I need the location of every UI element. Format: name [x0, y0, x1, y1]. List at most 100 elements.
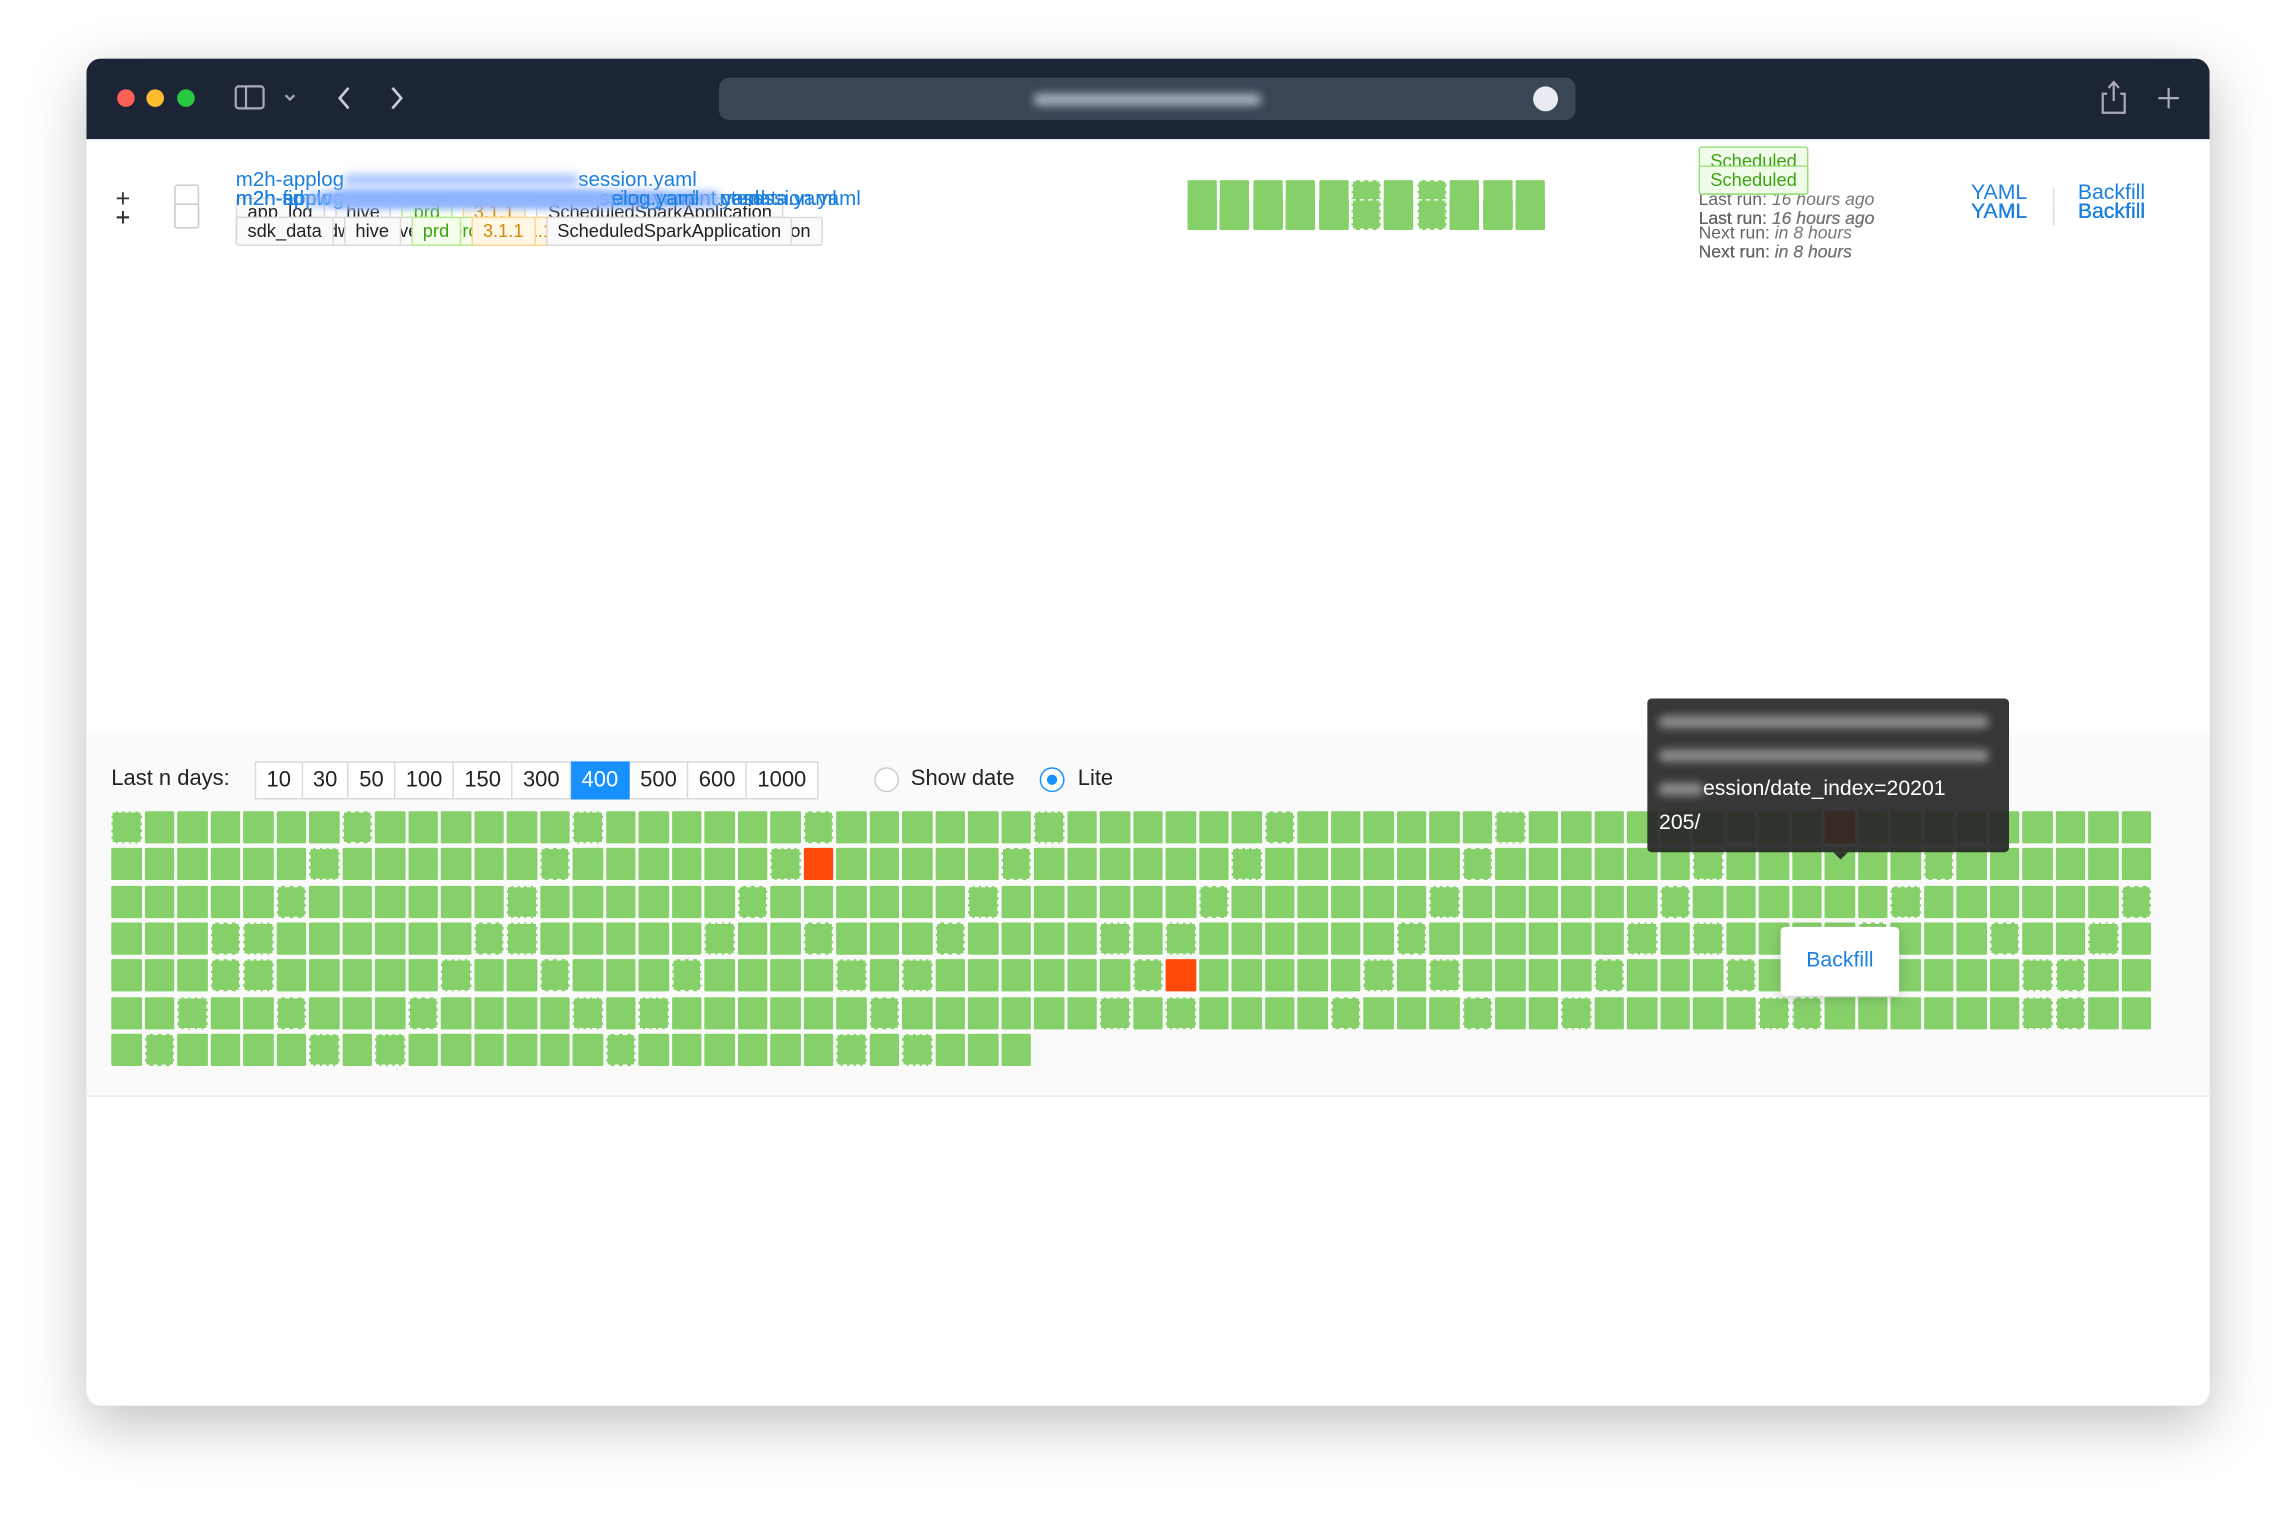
- history-cell[interactable]: [1166, 959, 1196, 991]
- history-cell[interactable]: [1594, 885, 1624, 917]
- history-cell[interactable]: [671, 885, 701, 917]
- history-cell[interactable]: [309, 1033, 339, 1065]
- history-cell[interactable]: [375, 922, 405, 954]
- history-cell[interactable]: [573, 959, 603, 991]
- history-cell[interactable]: [1297, 811, 1327, 843]
- history-cell[interactable]: [1989, 885, 2019, 917]
- history-cell[interactable]: [111, 811, 141, 843]
- history-cell[interactable]: [1231, 959, 1261, 991]
- history-cell[interactable]: [605, 885, 635, 917]
- history-cell[interactable]: [342, 885, 372, 917]
- history-cell[interactable]: [342, 811, 372, 843]
- history-cell[interactable]: [902, 848, 932, 880]
- checkbox[interactable]: [174, 204, 199, 229]
- history-cell[interactable]: [1199, 848, 1229, 880]
- history-cell[interactable]: [1067, 885, 1097, 917]
- history-cell[interactable]: [605, 811, 635, 843]
- history-cell[interactable]: [309, 922, 339, 954]
- history-cell[interactable]: [1264, 996, 1294, 1028]
- history-cell[interactable]: [210, 922, 240, 954]
- history-cell[interactable]: [243, 959, 273, 991]
- expand-button[interactable]: +: [116, 204, 131, 233]
- history-cell[interactable]: [474, 959, 504, 991]
- history-cell[interactable]: [2022, 996, 2052, 1028]
- history-cell[interactable]: [1199, 811, 1229, 843]
- history-cell[interactable]: [144, 811, 174, 843]
- history-cell[interactable]: [770, 959, 800, 991]
- more-button[interactable]: [1533, 86, 1558, 111]
- history-cell[interactable]: [1495, 959, 1525, 991]
- history-cell[interactable]: [1627, 922, 1657, 954]
- history-cell[interactable]: [1660, 885, 1690, 917]
- history-cell[interactable]: [408, 885, 438, 917]
- history-cell[interactable]: [1264, 922, 1294, 954]
- history-cell[interactable]: [2121, 959, 2151, 991]
- minimize-button[interactable]: [146, 89, 164, 107]
- history-cell[interactable]: [1495, 922, 1525, 954]
- history-cell[interactable]: [1100, 922, 1130, 954]
- history-cell[interactable]: [540, 885, 570, 917]
- history-cell[interactable]: [2088, 922, 2118, 954]
- history-cell[interactable]: [177, 811, 207, 843]
- history-cell[interactable]: [177, 1033, 207, 1065]
- history-cell[interactable]: [2121, 848, 2151, 880]
- history-cell[interactable]: [935, 885, 965, 917]
- history-cell[interactable]: [1594, 959, 1624, 991]
- history-cell[interactable]: [704, 848, 734, 880]
- close-button[interactable]: [117, 89, 135, 107]
- history-cell[interactable]: [902, 922, 932, 954]
- history-cell[interactable]: [1067, 811, 1097, 843]
- history-cell[interactable]: [1693, 959, 1723, 991]
- history-cell[interactable]: [1528, 922, 1558, 954]
- history-cell[interactable]: [770, 811, 800, 843]
- history-cell[interactable]: [474, 1033, 504, 1065]
- history-cell[interactable]: [1989, 848, 2019, 880]
- history-cell[interactable]: [1067, 959, 1097, 991]
- history-cell[interactable]: [1067, 922, 1097, 954]
- history-cell[interactable]: [1001, 922, 1031, 954]
- history-cell[interactable]: [210, 1033, 240, 1065]
- toolbar-right[interactable]: [2100, 79, 2188, 117]
- history-cell[interactable]: [1726, 848, 1756, 880]
- history-cell[interactable]: [1726, 959, 1756, 991]
- history-cell[interactable]: [276, 1033, 306, 1065]
- history-cell[interactable]: [177, 959, 207, 991]
- history-cell[interactable]: [1528, 848, 1558, 880]
- history-cell[interactable]: [408, 959, 438, 991]
- history-cell[interactable]: [1396, 885, 1426, 917]
- history-cell[interactable]: [737, 922, 767, 954]
- history-cell[interactable]: [803, 811, 833, 843]
- history-cell[interactable]: [1693, 996, 1723, 1028]
- history-cell[interactable]: [1264, 885, 1294, 917]
- history-cell[interactable]: [1001, 885, 1031, 917]
- history-cell[interactable]: [1890, 885, 1920, 917]
- history-cell[interactable]: [1363, 885, 1393, 917]
- history-cell[interactable]: [573, 996, 603, 1028]
- history-cell[interactable]: [671, 922, 701, 954]
- history-cell[interactable]: [1264, 848, 1294, 880]
- history-cell[interactable]: [1231, 885, 1261, 917]
- history-cell[interactable]: [836, 848, 866, 880]
- history-cell[interactable]: [441, 885, 471, 917]
- history-cell[interactable]: [1528, 959, 1558, 991]
- history-cell[interactable]: [1396, 848, 1426, 880]
- history-cell[interactable]: [309, 996, 339, 1028]
- history-cell[interactable]: [1297, 885, 1327, 917]
- history-cell[interactable]: [638, 885, 668, 917]
- history-cell[interactable]: [935, 811, 965, 843]
- history-cell[interactable]: [1396, 996, 1426, 1028]
- history-cell[interactable]: [375, 959, 405, 991]
- history-cell[interactable]: [1166, 922, 1196, 954]
- history-cell[interactable]: [704, 959, 734, 991]
- history-cell[interactable]: [210, 959, 240, 991]
- history-cell[interactable]: [1726, 996, 1756, 1028]
- history-cell[interactable]: [1034, 811, 1064, 843]
- history-cell[interactable]: [1561, 811, 1591, 843]
- history-cell[interactable]: [276, 996, 306, 1028]
- history-cell[interactable]: [1561, 885, 1591, 917]
- history-cell[interactable]: [1100, 885, 1130, 917]
- history-cell[interactable]: [1956, 996, 1986, 1028]
- days-option[interactable]: 30: [303, 761, 349, 799]
- history-cell[interactable]: [573, 848, 603, 880]
- history-cell[interactable]: [111, 848, 141, 880]
